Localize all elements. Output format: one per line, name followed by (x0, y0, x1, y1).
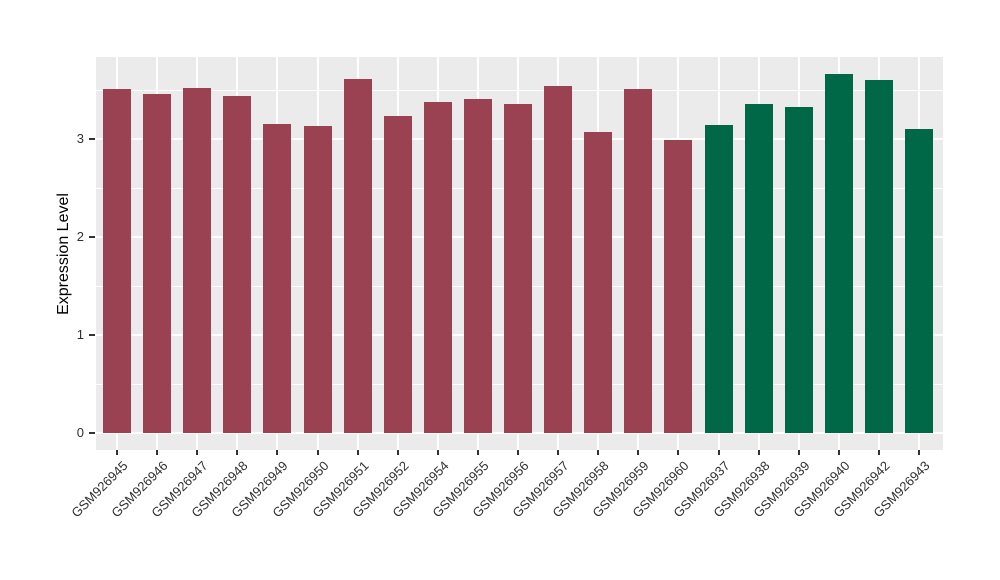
x-axis-tick (276, 450, 279, 455)
bar-GSM926946 (143, 93, 172, 433)
bar-GSM926948 (223, 95, 252, 433)
y-axis-tick (89, 334, 95, 336)
x-axis-tick (436, 450, 439, 455)
x-axis-tick (557, 450, 560, 455)
x-axis-tick (597, 450, 600, 455)
bar-GSM926952 (383, 116, 412, 433)
x-axis-tick (837, 450, 840, 455)
plot-panel (96, 57, 943, 450)
bar-GSM926949 (263, 124, 292, 433)
y-axis-tick-label: 1 (76, 327, 84, 342)
bar-GSM926959 (624, 89, 653, 433)
bar-GSM926939 (784, 106, 813, 433)
bar-GSM926958 (584, 132, 613, 433)
x-axis-tick (116, 450, 118, 455)
y-axis-tick (89, 432, 95, 434)
major-gridline (96, 432, 943, 434)
y-axis-tick (89, 138, 95, 140)
bar-GSM926954 (423, 101, 452, 433)
x-axis-tick (757, 450, 760, 455)
bar-GSM926956 (504, 103, 532, 433)
x-axis-tick (717, 450, 720, 455)
x-axis-tick (356, 450, 359, 455)
x-axis-tick (476, 450, 479, 455)
x-axis-tick (517, 450, 519, 455)
bar-GSM926938 (744, 103, 773, 433)
minor-gridline (96, 90, 943, 91)
x-axis-tick (637, 450, 640, 455)
y-axis-tick (89, 236, 95, 238)
bar-GSM926950 (303, 126, 332, 433)
bar-GSM926940 (824, 74, 853, 433)
bar-GSM926947 (183, 88, 212, 433)
x-axis-tick (156, 450, 159, 455)
bar-GSM926957 (544, 86, 573, 433)
x-axis-tick (677, 450, 680, 455)
x-axis-tick (877, 450, 880, 455)
y-axis-title: Expression Level (55, 192, 72, 315)
x-axis-tick (236, 450, 239, 455)
bar-GSM926955 (463, 98, 492, 433)
bar-GSM926960 (664, 139, 693, 433)
x-axis-tick (396, 450, 399, 455)
y-axis-tick-label: 3 (76, 131, 84, 146)
bar-GSM926937 (704, 125, 733, 433)
x-axis-tick (797, 450, 800, 455)
bar-GSM926943 (905, 129, 933, 433)
x-axis-tick (316, 450, 319, 455)
y-axis-tick-label: 0 (76, 425, 84, 440)
x-axis-tick (196, 450, 199, 455)
x-axis-tick (918, 450, 920, 455)
y-axis-tick-label: 2 (76, 229, 84, 244)
bar-GSM926942 (864, 80, 893, 433)
bar-GSM926945 (103, 89, 131, 433)
bar-GSM926951 (343, 79, 372, 433)
